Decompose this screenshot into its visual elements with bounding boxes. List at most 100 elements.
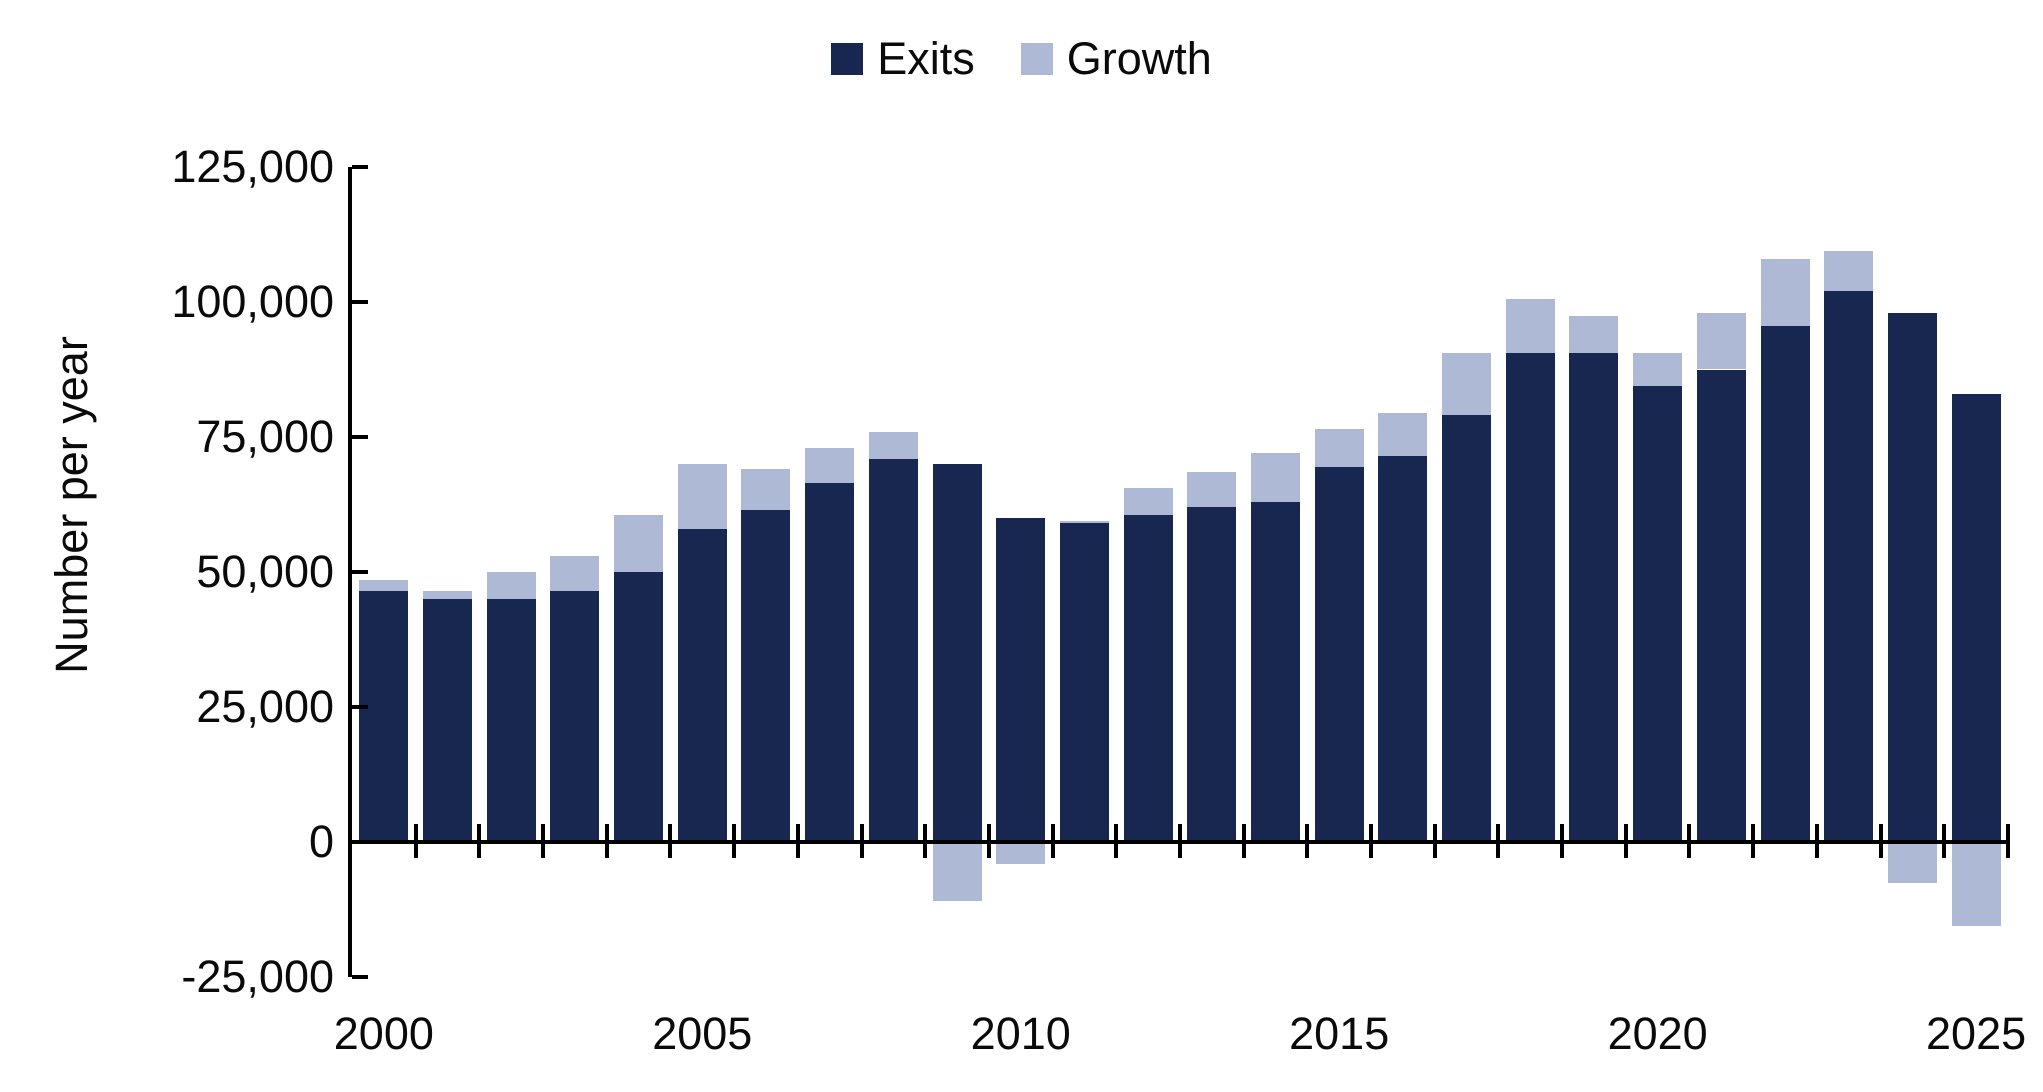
bar-growth-2025 xyxy=(1951,842,2001,926)
y-tick-label-100000: 100,000 xyxy=(171,276,334,327)
legend-item-exits: Exits xyxy=(831,36,975,81)
bar-exits-2024 xyxy=(1887,312,1937,842)
x-tick-label-2015: 2015 xyxy=(1289,1008,1390,1059)
x-tick-18 xyxy=(1496,824,1501,858)
bar-growth-2004 xyxy=(614,515,664,572)
x-tick-20 xyxy=(1623,824,1628,858)
x-tick-label-2020: 2020 xyxy=(1607,1008,1708,1059)
bar-exits-2008 xyxy=(868,458,918,842)
bar-exits-2002 xyxy=(486,599,536,842)
x-tick-9 xyxy=(923,824,928,858)
bar-growth-2007 xyxy=(805,447,855,483)
bar-exits-2005 xyxy=(677,528,727,842)
legend-item-growth: Growth xyxy=(1020,33,1212,84)
y-tick-label-0: 0 xyxy=(308,816,334,867)
bar-growth-2009 xyxy=(932,842,982,902)
x-tick-6 xyxy=(732,824,737,858)
legend-swatch-exits xyxy=(831,42,864,75)
bar-exits-2012 xyxy=(1123,515,1173,842)
bar-exits-2022 xyxy=(1760,326,1810,842)
bar-exits-2006 xyxy=(741,509,791,842)
x-tick-label-2025: 2025 xyxy=(1926,1008,2027,1059)
y-tick-label--25000: -25,000 xyxy=(181,951,334,1002)
bar-growth-2018 xyxy=(1505,299,1555,354)
bar-exits-2007 xyxy=(805,482,855,842)
x-tick-4 xyxy=(604,824,609,858)
x-tick-19 xyxy=(1560,824,1565,858)
bar-exits-2003 xyxy=(550,590,600,842)
bar-growth-2023 xyxy=(1824,250,1874,292)
y-tick--25000 xyxy=(352,975,368,979)
y-tick-25000 xyxy=(352,705,368,709)
y-tick-75000 xyxy=(352,435,368,439)
x-tick-label-2000: 2000 xyxy=(333,1008,434,1059)
x-tick-3 xyxy=(541,824,546,858)
x-tick-21 xyxy=(1687,824,1692,858)
x-tick-16 xyxy=(1369,824,1374,858)
bar-growth-2003 xyxy=(550,555,600,591)
bar-exits-2023 xyxy=(1824,291,1874,842)
x-tick-17 xyxy=(1432,824,1437,858)
x-tick-8 xyxy=(859,824,864,858)
bar-growth-2011 xyxy=(1059,520,1109,524)
x-tick-14 xyxy=(1241,824,1246,858)
bar-exits-2014 xyxy=(1251,501,1300,842)
bar-exits-2017 xyxy=(1442,415,1492,842)
legend-swatch-growth xyxy=(1020,42,1053,75)
x-tick-10 xyxy=(986,824,991,858)
legend-label-exits: Exits xyxy=(877,33,975,84)
bar-growth-2013 xyxy=(1187,472,1237,508)
y-tick-50000 xyxy=(352,570,368,574)
x-tick-23 xyxy=(1814,824,1819,858)
bar-growth-2021 xyxy=(1696,312,1746,370)
x-tick-1 xyxy=(413,824,418,858)
x-tick-11 xyxy=(1050,824,1055,858)
bar-growth-2014 xyxy=(1251,453,1300,502)
bar-growth-2001 xyxy=(423,590,473,599)
bar-exits-2009 xyxy=(932,464,982,842)
x-tick-26 xyxy=(2005,824,2010,858)
bar-growth-2000 xyxy=(359,580,409,591)
bar-growth-2016 xyxy=(1378,412,1428,456)
x-tick-5 xyxy=(668,824,673,858)
x-tick-label-2010: 2010 xyxy=(970,1008,1071,1059)
bar-exits-2004 xyxy=(614,572,664,842)
bar-growth-2005 xyxy=(677,464,727,529)
legend: Exits Growth xyxy=(0,36,2043,81)
x-tick-label-2005: 2005 xyxy=(652,1008,753,1059)
bar-exits-2001 xyxy=(423,599,473,842)
x-tick-22 xyxy=(1751,824,1756,858)
y-tick-0 xyxy=(352,840,368,844)
x-tick-7 xyxy=(795,824,800,858)
y-axis-title: Number per year xyxy=(46,336,97,674)
bar-exits-2025 xyxy=(1951,393,2001,842)
bar-exits-2019 xyxy=(1569,353,1619,842)
bar-growth-2008 xyxy=(868,431,918,459)
y-tick-125000 xyxy=(352,165,368,169)
x-tick-24 xyxy=(1878,824,1883,858)
bar-growth-2012 xyxy=(1123,488,1173,516)
y-tick-100000 xyxy=(352,300,368,304)
x-tick-15 xyxy=(1305,824,1310,858)
bar-growth-2015 xyxy=(1314,428,1364,467)
bar-growth-2019 xyxy=(1569,315,1619,354)
bar-growth-2024 xyxy=(1887,842,1937,883)
y-tick-label-25000: 25,000 xyxy=(196,681,334,732)
x-tick-12 xyxy=(1114,824,1119,858)
y-tick-label-50000: 50,000 xyxy=(196,546,334,597)
bar-exits-2010 xyxy=(996,518,1046,842)
bar-exits-2020 xyxy=(1633,385,1683,842)
bar-growth-2002 xyxy=(486,572,536,599)
bar-exits-2021 xyxy=(1696,369,1746,842)
bar-growth-2017 xyxy=(1442,353,1492,416)
legend-label-growth: Growth xyxy=(1066,33,1212,84)
y-tick-label-125000: 125,000 xyxy=(171,141,334,192)
x-tick-25 xyxy=(1942,824,1947,858)
bar-growth-2022 xyxy=(1760,258,1810,327)
y-tick-label-75000: 75,000 xyxy=(196,411,334,462)
bar-growth-2020 xyxy=(1633,353,1683,386)
bar-exits-2018 xyxy=(1505,353,1555,842)
bar-exits-2013 xyxy=(1187,507,1237,842)
x-tick-2 xyxy=(477,824,482,858)
